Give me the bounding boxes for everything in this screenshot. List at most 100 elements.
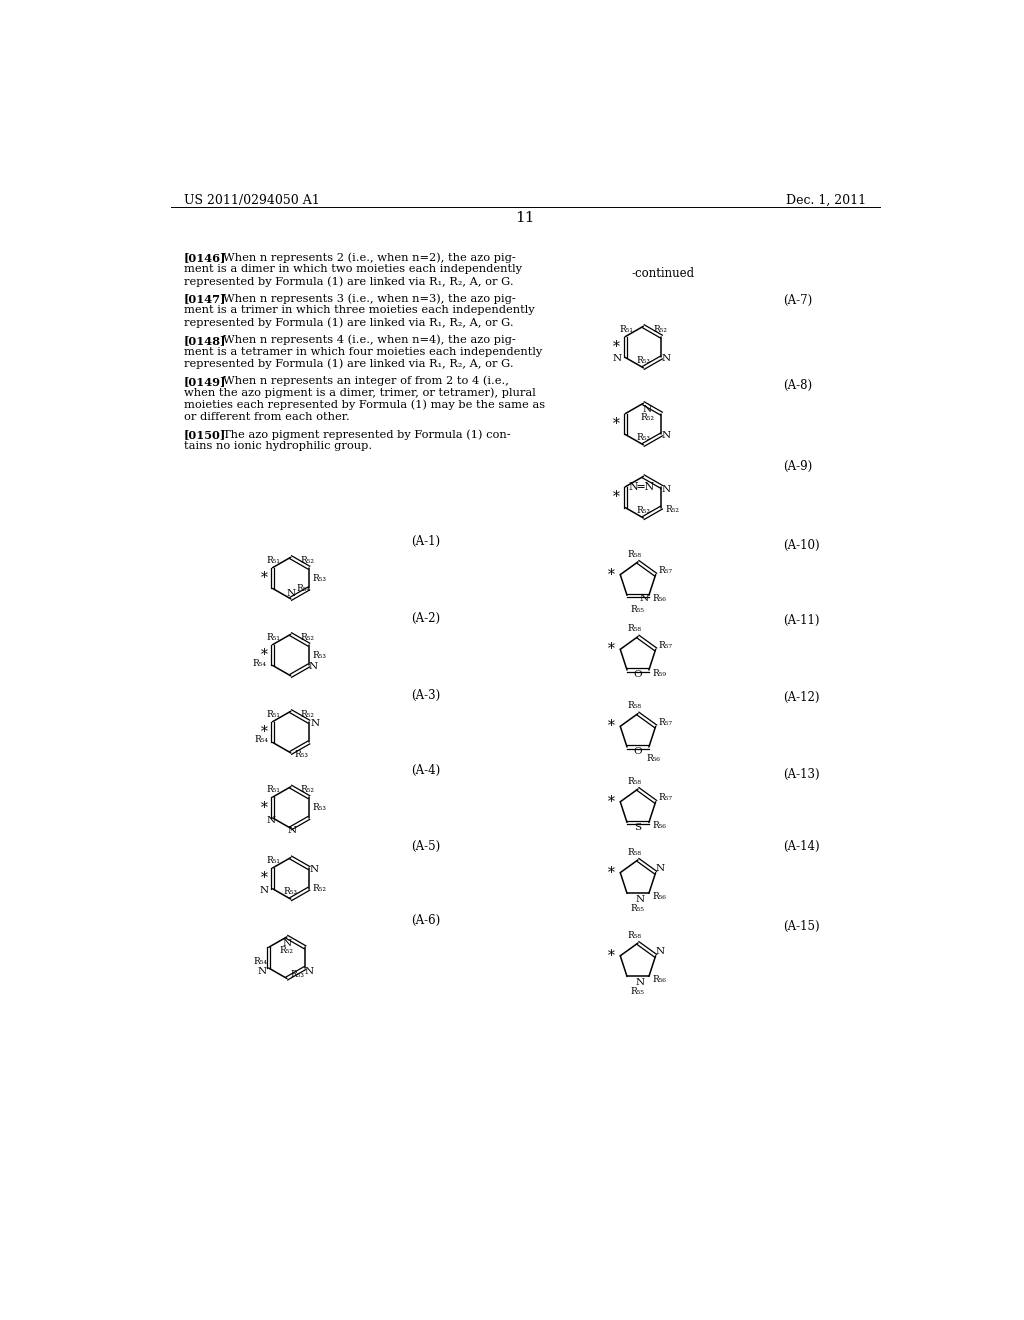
- Text: R₅₂: R₅₂: [301, 556, 314, 565]
- Text: R₅₆: R₅₆: [652, 975, 666, 983]
- Text: R₅₂: R₅₂: [280, 946, 294, 956]
- Text: *: *: [613, 417, 621, 432]
- Text: when the azo pigment is a dimer, trimer, or tetramer), plural: when the azo pigment is a dimer, trimer,…: [183, 388, 536, 399]
- Text: R₅₂: R₅₂: [640, 413, 654, 422]
- Text: *: *: [607, 568, 614, 582]
- Text: N: N: [260, 886, 268, 895]
- Text: N═N: N═N: [629, 482, 655, 492]
- Text: *: *: [607, 866, 614, 879]
- Text: (A-8): (A-8): [783, 379, 812, 392]
- Text: R₅₂: R₅₂: [301, 710, 314, 719]
- Text: R₅₄: R₅₄: [253, 660, 266, 668]
- Text: R₅₄: R₅₄: [253, 957, 267, 966]
- Text: R₅₆: R₅₆: [652, 594, 666, 603]
- Text: N: N: [309, 663, 318, 672]
- Text: N: N: [662, 355, 671, 363]
- Text: N: N: [655, 865, 665, 874]
- Text: [0146]: [0146]: [183, 252, 226, 264]
- Text: (A-7): (A-7): [783, 294, 812, 308]
- Text: ment is a dimer in which two moieties each independently: ment is a dimer in which two moieties ea…: [183, 264, 522, 275]
- Text: N: N: [662, 486, 671, 495]
- Text: R₅₈: R₅₈: [627, 931, 641, 940]
- Text: When n represents 3 (i.e., when n=3), the azo pig-: When n represents 3 (i.e., when n=3), th…: [222, 293, 515, 304]
- Text: (A-5): (A-5): [411, 840, 440, 853]
- Text: *: *: [607, 795, 614, 809]
- Text: R₅₇: R₅₇: [658, 566, 673, 576]
- Text: When n represents an integer of from 2 to 4 (i.e.,: When n represents an integer of from 2 t…: [222, 376, 509, 387]
- Text: When n represents 2 (i.e., when n=2), the azo pig-: When n represents 2 (i.e., when n=2), th…: [222, 252, 515, 263]
- Text: *: *: [261, 648, 267, 663]
- Text: N: N: [662, 432, 671, 441]
- Text: represented by Formula (1) are linked via R₁, R₂, A, or G.: represented by Formula (1) are linked vi…: [183, 359, 513, 370]
- Text: R₅₃: R₅₃: [312, 574, 327, 582]
- Text: *: *: [261, 572, 267, 585]
- Text: R₅₃: R₅₃: [291, 970, 305, 979]
- Text: R₅₉: R₅₉: [652, 669, 666, 677]
- Text: (A-13): (A-13): [783, 768, 819, 781]
- Text: R₅₆: R₅₆: [652, 821, 666, 830]
- Text: Dec. 1, 2011: Dec. 1, 2011: [785, 194, 866, 207]
- Text: N: N: [283, 939, 292, 948]
- Text: (A-9): (A-9): [783, 459, 812, 473]
- Text: O: O: [634, 747, 642, 756]
- Text: [0150]: [0150]: [183, 429, 226, 440]
- Text: N: N: [636, 895, 645, 904]
- Text: R₅₇: R₅₇: [658, 642, 673, 649]
- Text: R₅₈: R₅₈: [627, 624, 641, 634]
- Text: The azo pigment represented by Formula (1) con-: The azo pigment represented by Formula (…: [222, 429, 510, 440]
- Text: 11: 11: [515, 211, 535, 224]
- Text: represented by Formula (1) are linked via R₁, R₂, A, or G.: represented by Formula (1) are linked vi…: [183, 317, 513, 327]
- Text: N: N: [257, 966, 266, 975]
- Text: ment is a trimer in which three moieties each independently: ment is a trimer in which three moieties…: [183, 305, 535, 315]
- Text: R₅₇: R₅₇: [658, 793, 673, 803]
- Text: (A-12): (A-12): [783, 690, 819, 704]
- Text: R₅₅: R₅₅: [631, 987, 645, 997]
- Text: R₅₃: R₅₃: [636, 506, 650, 515]
- Text: N: N: [309, 865, 318, 874]
- Text: R₅₇: R₅₇: [658, 718, 673, 727]
- Text: *: *: [261, 800, 267, 814]
- Text: (A-14): (A-14): [783, 840, 819, 853]
- Text: R₅₁: R₅₁: [267, 556, 281, 565]
- Text: (A-15): (A-15): [783, 920, 819, 933]
- Text: N: N: [643, 405, 652, 414]
- Text: (A-10): (A-10): [783, 539, 819, 552]
- Text: R₅₈: R₅₈: [627, 777, 641, 785]
- Text: moieties each represented by Formula (1) may be the same as: moieties each represented by Formula (1)…: [183, 400, 545, 411]
- Text: N: N: [310, 718, 319, 727]
- Text: represented by Formula (1) are linked via R₁, R₂, A, or G.: represented by Formula (1) are linked vi…: [183, 276, 513, 286]
- Text: US 2011/0294050 A1: US 2011/0294050 A1: [183, 194, 319, 207]
- Text: tains no ionic hydrophilic group.: tains no ionic hydrophilic group.: [183, 441, 372, 451]
- Text: [0147]: [0147]: [183, 293, 226, 305]
- Text: R₅₃: R₅₃: [295, 750, 308, 759]
- Text: R₅₂: R₅₂: [653, 325, 668, 334]
- Text: (A-1): (A-1): [411, 536, 440, 548]
- Text: R₅₁: R₅₁: [267, 632, 281, 642]
- Text: When n represents 4 (i.e., when n=4), the azo pig-: When n represents 4 (i.e., when n=4), th…: [222, 335, 515, 346]
- Text: R₅₃: R₅₃: [636, 433, 650, 442]
- Text: R₅₅: R₅₅: [631, 605, 645, 614]
- Text: R₅₄: R₅₄: [296, 583, 310, 593]
- Text: R₅₁: R₅₁: [267, 710, 281, 719]
- Text: R₅₈: R₅₈: [627, 847, 641, 857]
- Text: -continued: -continued: [631, 268, 694, 280]
- Text: O: O: [634, 671, 642, 678]
- Text: N: N: [640, 594, 649, 603]
- Text: (A-6): (A-6): [411, 915, 440, 927]
- Text: R₅₃: R₅₃: [284, 887, 298, 896]
- Text: (A-11): (A-11): [783, 614, 819, 627]
- Text: [0149]: [0149]: [183, 376, 226, 387]
- Text: ment is a tetramer in which four moieties each independently: ment is a tetramer in which four moietie…: [183, 347, 542, 356]
- Text: S: S: [635, 822, 641, 832]
- Text: *: *: [261, 725, 267, 739]
- Text: *: *: [607, 949, 614, 962]
- Text: or different from each other.: or different from each other.: [183, 412, 349, 421]
- Text: R₅₅: R₅₅: [631, 904, 645, 913]
- Text: *: *: [607, 643, 614, 656]
- Text: N: N: [612, 355, 622, 363]
- Text: R₅₆: R₅₆: [652, 892, 666, 900]
- Text: N: N: [266, 816, 275, 825]
- Text: R₅₂: R₅₂: [312, 884, 327, 894]
- Text: R₅₁: R₅₁: [267, 785, 281, 795]
- Text: R₅₄: R₅₄: [254, 735, 268, 744]
